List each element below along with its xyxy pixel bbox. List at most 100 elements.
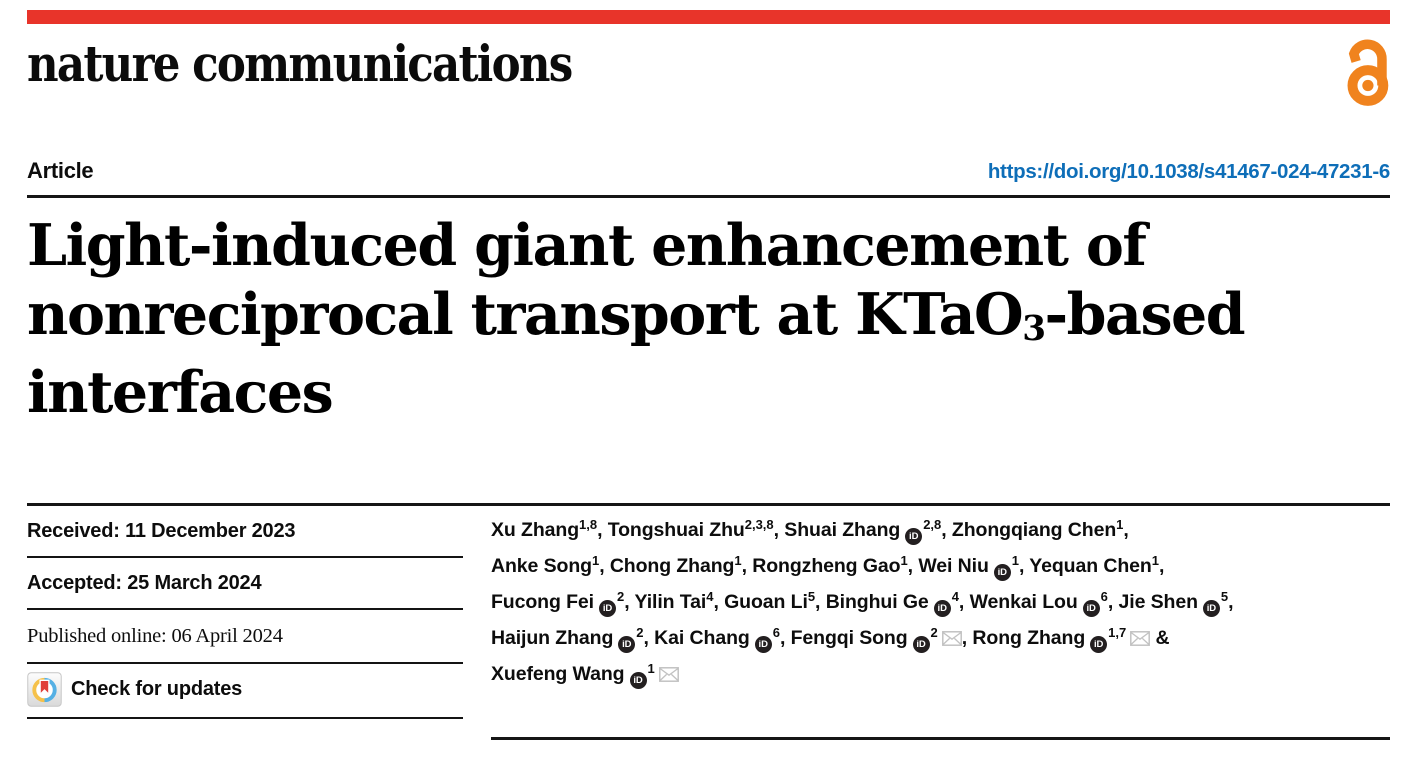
- email-icon[interactable]: [941, 631, 962, 646]
- orcid-icon[interactable]: iD: [1082, 600, 1100, 617]
- author-name: Xuefeng Wang: [491, 663, 625, 685]
- author-separator: ,: [624, 591, 635, 613]
- author-affiliation-superscript: 1: [1011, 553, 1019, 568]
- author-name: Guoan Li: [724, 591, 808, 613]
- author-affiliation-superscript: 2,3,8: [744, 517, 774, 532]
- author-separator: ,: [773, 519, 785, 541]
- orcid-icon[interactable]: iD: [933, 600, 951, 617]
- orcid-icon[interactable]: iD: [1202, 600, 1220, 617]
- author-separator: ,: [961, 627, 973, 649]
- orcid-icon[interactable]: iD: [912, 636, 930, 653]
- orcid-icon[interactable]: iD: [993, 564, 1011, 581]
- author-separator: ,: [1123, 519, 1129, 541]
- title-line: Light-induced giant enhancement of: [27, 212, 1147, 279]
- author-name: Fucong Fei: [491, 591, 594, 613]
- orcid-icon[interactable]: iD: [599, 600, 616, 617]
- author-block: Xu Zhang1,8, Tongshuai Zhu2,3,8, Shuai Z…: [491, 506, 1390, 740]
- author-separator: ,: [941, 519, 952, 541]
- author-affiliation-superscript: 2: [930, 625, 938, 640]
- author-affiliation-superscript: 1: [647, 661, 655, 676]
- divider-above-meta: [27, 503, 1390, 506]
- author-line: Fucong Fei iD2, Yilin Tai4, Guoan Li5, Bi…: [491, 585, 1390, 621]
- crossmark-icon: [27, 672, 62, 707]
- title-line: interfaces: [27, 359, 334, 426]
- divider-under-kicker: [27, 195, 1390, 198]
- article-kicker: Article: [27, 158, 94, 183]
- author-separator: ,: [643, 627, 655, 649]
- author-affiliation-superscript: 2,8: [923, 517, 942, 532]
- author-affiliation-superscript: 6: [772, 625, 780, 640]
- author-affiliation-superscript: 1: [1116, 517, 1124, 532]
- email-icon[interactable]: [1130, 631, 1151, 646]
- received-value: 11 December 2023: [125, 520, 296, 542]
- accepted-label: Accepted:: [27, 572, 122, 594]
- author-name: Wei Niu: [918, 555, 989, 577]
- author-name: Rong Zhang: [972, 627, 1086, 649]
- author-name: Haijun Zhang: [491, 627, 614, 649]
- title-line: nonreciprocal transport at KTaO3-based: [27, 281, 1246, 350]
- author-name: Rongzheng Gao: [752, 555, 901, 577]
- published-value: 06 April 2024: [171, 625, 283, 647]
- author-name: Yequan Chen: [1029, 555, 1152, 577]
- received-row: Received: 11 December 2023: [27, 506, 463, 558]
- masthead: nature communications: [27, 24, 1390, 106]
- author-name: Jie Shen: [1118, 591, 1199, 613]
- author-affiliation-superscript: 1,8: [579, 517, 598, 532]
- accepted-row: Accepted: 25 March 2024: [27, 558, 463, 610]
- author-separator: ,: [1019, 555, 1030, 577]
- author-affiliation-superscript: 5: [807, 589, 816, 604]
- author-separator: ,: [958, 591, 970, 613]
- author-affiliation-superscript: 5: [1220, 589, 1229, 604]
- author-affiliation-superscript: 1: [900, 553, 908, 568]
- author-affiliation-superscript: 4: [706, 589, 714, 604]
- received-label: Received:: [27, 520, 120, 542]
- author-affiliation-superscript: 2: [636, 625, 644, 640]
- author-separator: &: [1150, 627, 1170, 649]
- check-for-updates-button[interactable]: Check for updates: [27, 664, 463, 719]
- author-separator: ,: [597, 519, 608, 541]
- doi-link[interactable]: https://doi.org/10.1038/s41467-024-47231…: [987, 160, 1390, 183]
- orcid-icon[interactable]: iD: [754, 636, 772, 653]
- published-label: Published online:: [27, 625, 167, 647]
- orcid-icon[interactable]: iD: [1090, 636, 1108, 653]
- author-name: Zhongqiang Chen: [951, 519, 1117, 541]
- author-name: Xu Zhang: [491, 519, 580, 541]
- author-name: Wenkai Lou: [969, 591, 1078, 613]
- author-name: Chong Zhang: [609, 555, 735, 577]
- author-affiliation-superscript: 1: [1151, 553, 1159, 568]
- meta-grid: Received: 11 December 2023 Accepted: 25 …: [27, 506, 1390, 740]
- author-separator: ,: [599, 555, 610, 577]
- orcid-icon[interactable]: iD: [618, 636, 636, 653]
- author-affiliation-superscript: 1: [591, 553, 600, 568]
- author-line: Haijun Zhang iD2, Kai Chang iD6, Fengqi So…: [491, 621, 1390, 657]
- orcid-icon[interactable]: iD: [905, 528, 923, 545]
- author-separator: ,: [779, 627, 791, 649]
- author-separator: ,: [741, 555, 753, 577]
- article-title: Light-induced giant enhancement of nonrec…: [27, 211, 1390, 427]
- author-separator: ,: [1107, 591, 1119, 613]
- kicker-row: Article https://doi.org/10.1038/s41467-0…: [27, 158, 1390, 184]
- author-affiliation-superscript: 1: [734, 553, 742, 568]
- author-name: Anke Song: [491, 555, 592, 577]
- author-name: Yilin Tai: [634, 591, 707, 613]
- author-affiliation-superscript: 6: [1100, 589, 1108, 604]
- author-separator: ,: [713, 591, 725, 613]
- author-separator: ,: [1228, 591, 1234, 613]
- author-affiliation-superscript: 1,7: [1108, 625, 1127, 640]
- author-separator: ,: [815, 591, 826, 613]
- accepted-value: 25 March 2024: [127, 572, 262, 594]
- email-icon[interactable]: [658, 667, 679, 682]
- brand-bar: [27, 10, 1390, 24]
- author-name: Fengqi Song: [790, 627, 908, 649]
- open-access-icon: [1338, 34, 1396, 108]
- author-line: Xu Zhang1,8, Tongshuai Zhu2,3,8, Shuai Z…: [491, 513, 1390, 549]
- journal-logo: nature communications: [27, 34, 573, 93]
- author-affiliation-superscript: 4: [951, 589, 959, 604]
- orcid-icon[interactable]: iD: [629, 672, 647, 689]
- published-row: Published online: 06 April 2024: [27, 610, 463, 664]
- author-name: Tongshuai Zhu: [607, 519, 745, 541]
- author-lines: Xu Zhang1,8, Tongshuai Zhu2,3,8, Shuai Z…: [491, 513, 1390, 693]
- author-name: Kai Chang: [654, 627, 750, 649]
- author-separator: ,: [907, 555, 919, 577]
